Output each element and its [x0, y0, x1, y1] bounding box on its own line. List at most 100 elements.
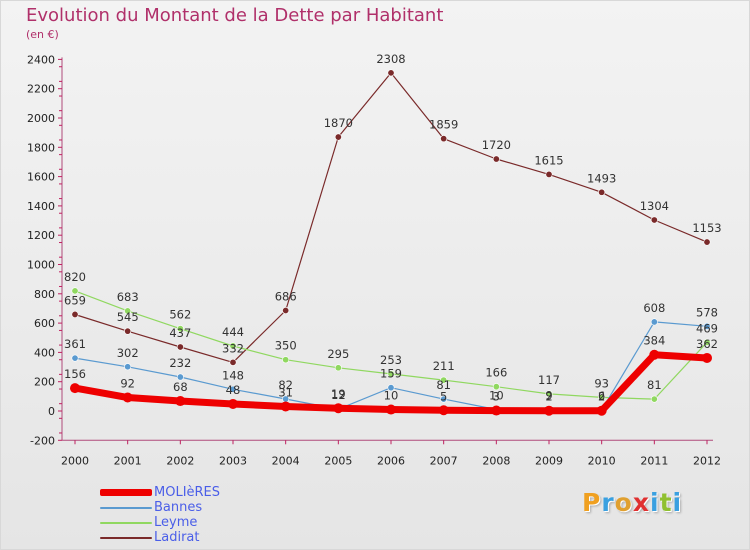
legend-label: Ladirat: [154, 530, 200, 545]
data-label: 211: [433, 359, 455, 373]
data-label: 159: [380, 367, 402, 381]
logo-letter: i: [650, 488, 660, 517]
data-point: [545, 390, 553, 398]
data-point: [175, 396, 186, 407]
data-point: [649, 349, 660, 360]
data-label: 608: [643, 301, 665, 315]
legend-item-bannes: Bannes: [100, 500, 220, 515]
data-label: 5: [440, 389, 447, 403]
data-label: 1720: [482, 138, 511, 152]
y-tick-label: 1600: [27, 171, 55, 184]
y-tick-label: 1400: [27, 200, 55, 213]
data-label: 332: [222, 341, 244, 355]
data-point: [387, 370, 395, 378]
data-label: 117: [538, 373, 560, 387]
data-point: [124, 327, 132, 335]
data-point: [280, 401, 291, 412]
y-tick-label: -200: [30, 434, 55, 447]
data-label: 9: [545, 389, 552, 403]
data-label: 302: [117, 346, 139, 360]
data-label: 1304: [640, 199, 669, 213]
data-point: [492, 155, 500, 163]
data-label: 545: [117, 310, 139, 324]
data-point: [386, 404, 396, 415]
data-point: [650, 395, 658, 403]
data-label: 686: [275, 290, 297, 304]
x-tick-label: 2012: [693, 454, 721, 467]
chart-legend: MOLIèRES Bannes Leyme Ladirat: [100, 485, 220, 545]
data-label: 2: [598, 390, 605, 404]
data-point: [122, 392, 133, 403]
y-tick-label: 1800: [27, 141, 55, 154]
data-point: [176, 343, 184, 351]
data-point: [229, 385, 237, 393]
chart-title: Evolution du Montant de la Dette par Hab…: [26, 5, 444, 26]
y-tick-label: 200: [34, 376, 55, 389]
x-tick-label: 2000: [61, 454, 89, 467]
data-label: 2: [545, 390, 552, 404]
data-label: 1615: [534, 153, 563, 167]
data-label: 659: [64, 293, 86, 307]
data-point: [387, 384, 395, 392]
data-label: 93: [594, 376, 609, 390]
y-tick-label: 600: [34, 317, 55, 330]
y-tick-label: 400: [34, 346, 55, 359]
legend-swatch: [100, 506, 152, 509]
data-label: 361: [64, 337, 86, 351]
legend-item-molières: MOLIèRES: [100, 485, 220, 500]
data-label: 1153: [692, 221, 721, 235]
y-tick-label: 1200: [27, 229, 55, 242]
data-point: [598, 188, 606, 196]
logo-letter: r: [601, 488, 615, 517]
data-label: 362: [696, 337, 718, 351]
data-point: [176, 373, 184, 381]
data-label: 295: [327, 347, 349, 361]
y-tick-label: 2000: [27, 112, 55, 125]
data-label: 156: [64, 367, 86, 381]
logo-letter: x: [632, 488, 650, 517]
data-label: 384: [643, 334, 665, 348]
logo-letter: t: [659, 488, 673, 517]
data-point: [333, 403, 344, 414]
data-point: [545, 170, 553, 178]
x-tick-label: 2007: [430, 454, 458, 467]
data-point: [124, 307, 132, 315]
data-point: [229, 358, 237, 366]
data-point: [334, 364, 342, 372]
legend-swatch: [100, 489, 152, 496]
chart-series: [70, 69, 712, 416]
data-point: [334, 133, 342, 141]
data-label: 683: [117, 290, 139, 304]
data-label: 253: [380, 353, 402, 367]
proxiti-logo: Proxiti: [582, 488, 682, 517]
data-point: [282, 356, 290, 364]
data-label: 1493: [587, 171, 616, 185]
data-point: [491, 405, 502, 416]
data-label: 350: [275, 339, 297, 353]
legend-item-ladirat: Ladirat: [100, 530, 220, 545]
legend-label: Bannes: [154, 500, 203, 515]
data-label: 92: [120, 377, 135, 391]
data-label: 82: [278, 378, 293, 392]
data-point: [598, 393, 606, 401]
data-point: [70, 383, 80, 394]
data-label: 437: [169, 326, 191, 340]
y-tick-label: 800: [34, 288, 55, 301]
data-point: [702, 352, 712, 363]
x-tick-label: 2011: [640, 454, 668, 467]
logo-letter: o: [614, 488, 633, 517]
data-point: [228, 398, 238, 409]
x-tick-label: 2001: [114, 454, 142, 467]
data-label: 148: [222, 368, 244, 382]
data-point: [440, 395, 448, 403]
data-label: 578: [696, 305, 718, 319]
x-tick-label: 2009: [535, 454, 563, 467]
data-label: 68: [173, 380, 188, 394]
data-point: [544, 405, 554, 416]
y-tick-label: 1000: [27, 259, 55, 272]
data-label: 12: [331, 388, 346, 402]
x-tick-label: 2005: [324, 454, 352, 467]
data-label: 6: [598, 389, 605, 403]
data-label: 81: [436, 378, 451, 392]
